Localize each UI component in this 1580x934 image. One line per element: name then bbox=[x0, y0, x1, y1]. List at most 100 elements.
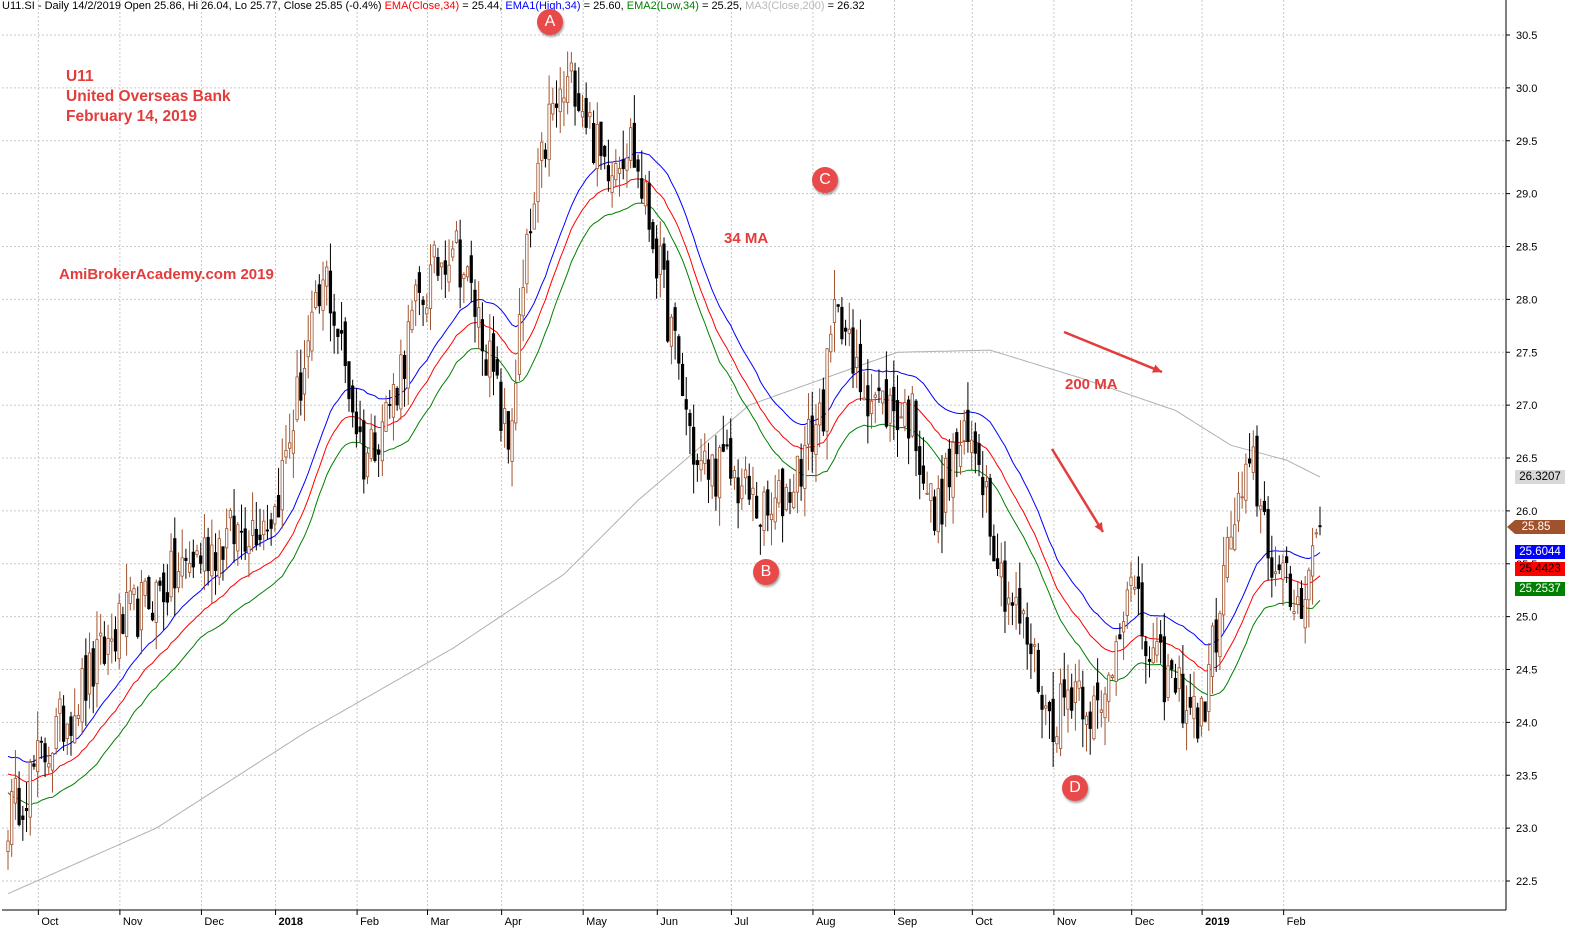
candle-body bbox=[510, 420, 514, 462]
candle-body bbox=[484, 359, 488, 376]
candle bbox=[136, 586, 140, 639]
candle bbox=[1207, 642, 1211, 731]
y-tick-label: 25.0 bbox=[1516, 612, 1537, 624]
candle-body bbox=[310, 311, 314, 352]
x-tick-label: Apr bbox=[505, 916, 522, 928]
candle-body bbox=[1199, 697, 1204, 727]
candle-body bbox=[180, 557, 184, 577]
candle-body bbox=[699, 459, 703, 471]
candle-body bbox=[1170, 660, 1174, 670]
candle-body bbox=[580, 111, 585, 118]
candle-body bbox=[1210, 625, 1215, 678]
candle bbox=[1296, 581, 1300, 615]
candle-body bbox=[1173, 677, 1178, 693]
candle-body bbox=[873, 394, 877, 398]
candle-body bbox=[988, 477, 992, 537]
candle bbox=[462, 272, 466, 304]
annotation-34ma: 34 MA bbox=[724, 230, 769, 247]
candle-body bbox=[666, 260, 670, 342]
candle bbox=[358, 400, 362, 443]
candle-body bbox=[495, 359, 499, 376]
candle-body bbox=[221, 546, 225, 560]
candle bbox=[128, 576, 132, 611]
candle bbox=[1021, 608, 1026, 639]
candle-body bbox=[232, 515, 236, 545]
candle-body bbox=[732, 470, 737, 479]
candle-body bbox=[406, 321, 410, 389]
candle bbox=[525, 228, 529, 294]
candle-body bbox=[1025, 617, 1029, 645]
candle-body bbox=[351, 385, 355, 413]
candle-body bbox=[673, 307, 677, 331]
candle-body bbox=[1310, 545, 1315, 577]
candle-body bbox=[881, 390, 885, 404]
candle-body bbox=[1044, 705, 1048, 709]
candle bbox=[388, 389, 392, 419]
chart-header: U11.SI - Daily 14/2/2019 Open 25.86, Hi … bbox=[2, 0, 865, 12]
candle bbox=[514, 359, 518, 431]
candle-body bbox=[803, 444, 807, 489]
candle-body bbox=[636, 159, 640, 172]
candle bbox=[958, 420, 963, 475]
candle-body bbox=[1129, 576, 1133, 586]
candle bbox=[829, 325, 833, 363]
candle bbox=[962, 409, 966, 455]
candle-body bbox=[944, 457, 948, 513]
candle bbox=[951, 433, 955, 524]
candle bbox=[651, 219, 655, 254]
candle-body bbox=[610, 175, 614, 193]
candle-body bbox=[225, 528, 229, 549]
candle bbox=[162, 563, 166, 631]
header-ema-close-label: EMA(Close,34) bbox=[384, 0, 460, 12]
candle-body bbox=[69, 716, 73, 736]
candle bbox=[899, 402, 903, 419]
candle bbox=[1040, 685, 1044, 739]
candle bbox=[236, 521, 240, 566]
candle bbox=[269, 512, 273, 546]
candle bbox=[832, 269, 837, 352]
candle bbox=[391, 373, 396, 441]
candle bbox=[239, 504, 244, 560]
candle-body bbox=[714, 458, 718, 497]
price-tag-ema-high: 25.6044 bbox=[1515, 545, 1565, 559]
candle bbox=[1192, 671, 1196, 739]
candle-body bbox=[258, 534, 262, 541]
candle-body bbox=[977, 443, 981, 465]
candle-body bbox=[402, 355, 407, 379]
candle-body bbox=[736, 477, 740, 504]
price-tag-ema-low: 25.2537 bbox=[1515, 582, 1565, 596]
candle-body bbox=[829, 333, 833, 353]
candle bbox=[247, 530, 251, 578]
candle bbox=[306, 315, 310, 379]
candle-body bbox=[1066, 689, 1070, 710]
candle bbox=[855, 329, 859, 389]
header-ma-label: MA3(Close,200) bbox=[745, 0, 825, 12]
candle bbox=[451, 240, 455, 262]
candle bbox=[1277, 555, 1281, 575]
candle-body bbox=[480, 319, 484, 352]
candle-body bbox=[462, 274, 466, 280]
candle-body bbox=[477, 307, 481, 328]
candle-body bbox=[150, 612, 155, 621]
candle-body bbox=[358, 426, 362, 433]
candle bbox=[1114, 635, 1118, 696]
candle-body bbox=[1188, 696, 1192, 708]
candle-body bbox=[514, 382, 518, 424]
candle bbox=[569, 52, 573, 83]
candle bbox=[517, 287, 522, 381]
candle bbox=[1125, 581, 1129, 629]
candle-body bbox=[1255, 435, 1259, 507]
candle bbox=[299, 349, 303, 416]
candle bbox=[440, 262, 444, 290]
candle bbox=[417, 266, 421, 316]
ma200-layer bbox=[7, 349, 1321, 895]
candle bbox=[903, 389, 907, 432]
candle bbox=[106, 624, 110, 676]
candle bbox=[1084, 711, 1089, 752]
candle bbox=[977, 433, 981, 477]
candle bbox=[425, 293, 429, 323]
candle-body bbox=[1007, 597, 1011, 605]
candle bbox=[584, 82, 588, 135]
candle bbox=[87, 632, 92, 709]
candle bbox=[288, 413, 292, 459]
